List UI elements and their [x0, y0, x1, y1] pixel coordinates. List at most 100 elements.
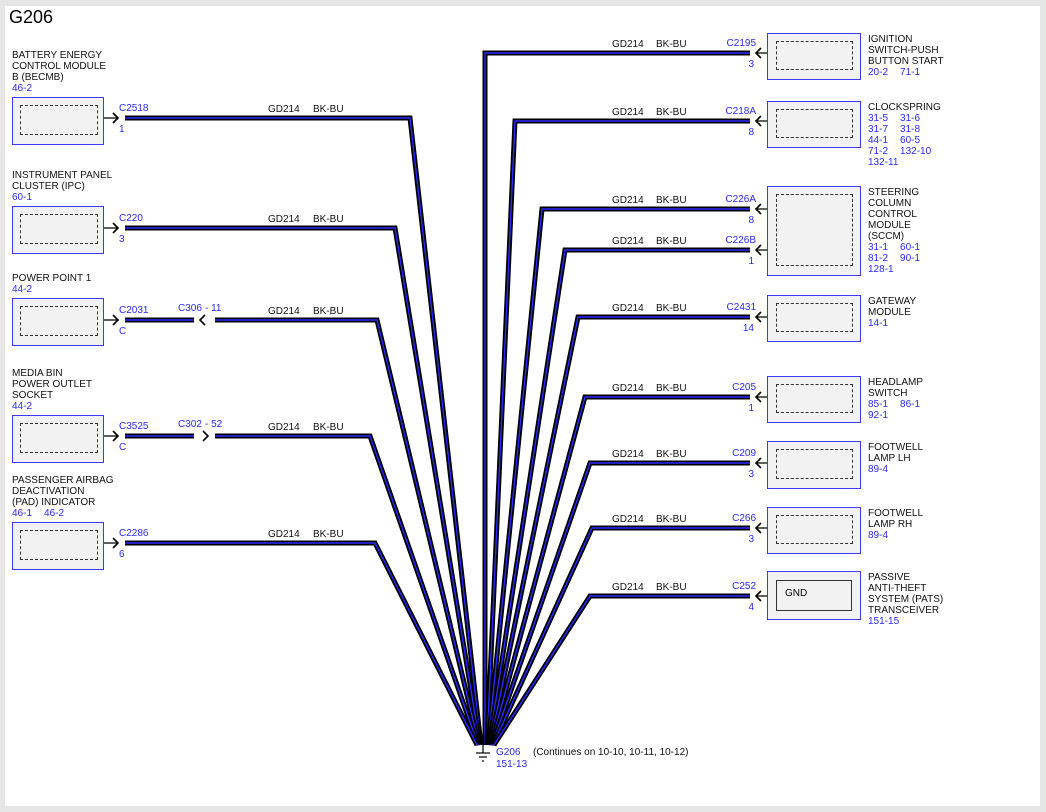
- page-ref-link[interactable]: 132-10: [900, 146, 932, 157]
- component-outline: [776, 449, 853, 479]
- component-outline: [776, 303, 853, 332]
- component-label: MEDIA BIN POWER OUTLET SOCKET 44-2: [12, 368, 92, 412]
- page-ref-link[interactable]: 44-2: [12, 401, 33, 412]
- connector-arrow-icon: [112, 222, 120, 234]
- page-ref-link[interactable]: 89-4: [868, 530, 889, 541]
- connector-id: C205: [732, 382, 756, 393]
- connector-pin: 1: [748, 256, 754, 267]
- wire-circuit: GD214: [612, 514, 644, 525]
- page-ref-link[interactable]: 44-2: [12, 284, 33, 295]
- wire-color: BK-BU: [656, 303, 687, 314]
- page-ref-link[interactable]: 31-7: [868, 124, 889, 135]
- page-ref-link[interactable]: 14-1: [868, 318, 889, 329]
- page-ref-link[interactable]: 151-15: [868, 616, 900, 627]
- inline-connector-id: C306: [178, 303, 202, 314]
- component-box[interactable]: [767, 571, 861, 620]
- component-name-line: BUTTON START: [868, 56, 944, 67]
- wire-color: BK-BU: [656, 39, 687, 50]
- page-ref-link[interactable]: 46-2: [12, 83, 33, 94]
- page-ref-link[interactable]: 86-1: [900, 399, 921, 410]
- page-ref-link[interactable]: 46-1: [12, 508, 33, 519]
- page-ref-link[interactable]: 31-8: [900, 124, 921, 135]
- page-ref-row: 92-1: [868, 410, 932, 421]
- connector-arrow-icon: [754, 47, 762, 59]
- component-box[interactable]: [767, 33, 861, 80]
- page-ref-link[interactable]: 31-1: [868, 242, 889, 253]
- page-ref-link[interactable]: 20-2: [868, 67, 889, 78]
- component-label: HEADLAMP SWITCH 85-1 86-1 92-1: [868, 377, 932, 421]
- wire-GD214-stripe: [492, 527, 750, 746]
- wire-color: BK-BU: [656, 449, 687, 460]
- component-name-line: PASSENGER AIRBAG: [12, 475, 114, 486]
- page-ref-row: 128-1: [868, 264, 932, 275]
- component-label: PASSENGER AIRBAG DEACTIVATION (PAD) INDICA…: [12, 475, 114, 519]
- connector-arrow-icon: [754, 522, 762, 534]
- page-ref-link[interactable]: 90-1: [900, 253, 921, 264]
- inline-connector-id: C302: [178, 419, 202, 430]
- page-ref-row: 14-1: [868, 318, 916, 329]
- connector-arrow-icon: [754, 244, 762, 256]
- connector-id: C2286: [119, 528, 149, 539]
- wire-circuit: GD214: [612, 195, 644, 206]
- connector-arrow-icon: [112, 112, 120, 124]
- page-ref-link[interactable]: 71-1: [900, 67, 921, 78]
- page-ref-row: 81-2 90-1: [868, 253, 932, 264]
- page-ref-row: 46-2: [12, 83, 106, 94]
- inline-connector-arrow-icon: [202, 430, 210, 442]
- connector-pin: 3: [119, 234, 125, 245]
- component-name-line: IGNITION: [868, 34, 913, 45]
- connector-pin: 8: [748, 215, 754, 226]
- page-ref-link[interactable]: 60-1: [12, 192, 33, 203]
- connector-arrow-icon: [112, 314, 120, 326]
- component-name-line: TRANSCEIVER: [868, 605, 940, 616]
- wire-circuit: GD214: [268, 529, 300, 540]
- component-name-line: FOOTWELL: [868, 442, 924, 453]
- page-ref-link[interactable]: 89-4: [868, 464, 889, 475]
- wire-GD214-stripe: [489, 316, 750, 746]
- page-ref-link[interactable]: 46-2: [44, 508, 65, 519]
- connector-id: C220: [119, 213, 143, 224]
- component-name-line: CONTROL: [868, 209, 917, 220]
- page-ref-link[interactable]: 81-2: [868, 253, 889, 264]
- page-ref-link[interactable]: 132-11: [868, 157, 899, 168]
- page-ref-link[interactable]: 31-5: [868, 113, 889, 124]
- page-ref-link[interactable]: 128-1: [868, 264, 894, 275]
- component-box[interactable]: [767, 376, 861, 423]
- connector-pin: 6: [119, 549, 125, 560]
- wire-color: BK-BU: [313, 422, 344, 433]
- page-ref-link[interactable]: 71-2: [868, 146, 889, 157]
- connector-arrow-icon: [754, 590, 762, 602]
- page-ref-link[interactable]: 60-5: [900, 135, 921, 146]
- wire-GD214-stripe: [125, 117, 482, 746]
- component-name-line: SWITCH: [868, 388, 908, 399]
- connector-pin: 1: [748, 403, 754, 414]
- connector-arrow-icon: [754, 457, 762, 469]
- component-outline: [20, 530, 98, 560]
- component-box[interactable]: [767, 186, 861, 276]
- component-box[interactable]: [767, 101, 861, 148]
- component-box[interactable]: [767, 295, 861, 342]
- page-ref-link[interactable]: 60-1: [900, 242, 921, 253]
- component-name-line: BATTERY ENERGY: [12, 50, 103, 61]
- component-outline: [776, 384, 853, 413]
- page-ref-link[interactable]: 44-1: [868, 135, 889, 146]
- page-title: G206: [9, 7, 54, 27]
- page-ref-link[interactable]: 92-1: [868, 410, 889, 421]
- page-ref-row: 31-5 31-6: [868, 113, 943, 124]
- wire-color: BK-BU: [313, 104, 344, 115]
- wire-GD214-stripe: [125, 227, 481, 746]
- connector-pin: 3: [748, 59, 754, 70]
- page-ref-link[interactable]: 31-6: [900, 113, 921, 124]
- page-ref-row: 44-2: [12, 284, 91, 295]
- page-ref-row: 151-15: [868, 616, 943, 627]
- component-label: FOOTWELL LAMP RH 89-4: [868, 508, 923, 541]
- wire-GD214-stripe: [486, 120, 750, 746]
- wire-GD214-stripe: [215, 319, 480, 746]
- page-ref-row: 31-1 60-1: [868, 242, 932, 253]
- page-ref-row: 20-2 71-1: [868, 67, 944, 78]
- wire-circuit: GD214: [612, 236, 644, 247]
- page-ref-link[interactable]: 85-1: [868, 399, 889, 410]
- wire-circuit: GD214: [612, 383, 644, 394]
- component-box[interactable]: [767, 507, 861, 554]
